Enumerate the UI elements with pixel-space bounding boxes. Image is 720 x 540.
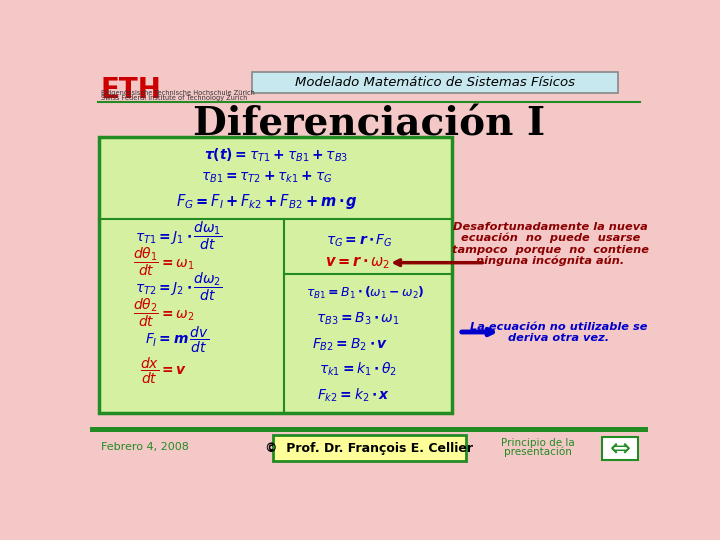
Text: ©  Prof. Dr. François E. Cellier: © Prof. Dr. François E. Cellier [265,442,473,455]
Text: $\boldsymbol{\tau_{k1} = k_1 \cdot \theta_2}$: $\boldsymbol{\tau_{k1} = k_1 \cdot \thet… [318,361,396,379]
Text: ecuación  no  puede  usarse: ecuación no puede usarse [461,233,640,244]
Text: deriva otra vez.: deriva otra vez. [508,333,609,343]
FancyBboxPatch shape [99,137,452,413]
Text: $\boldsymbol{\tau_{T1} = J_1 \cdot \dfrac{d\omega_1}{dt}}$: $\boldsymbol{\tau_{T1} = J_1 \cdot \dfra… [135,219,222,252]
Text: Eidgenössische Technische Hochschule Zürich: Eidgenössische Technische Hochschule Zür… [101,90,255,96]
Text: $\boldsymbol{\tau_{B1} = B_1 \cdot (\omega_1 - \omega_2)}$: $\boldsymbol{\tau_{B1} = B_1 \cdot (\ome… [306,285,425,301]
Text: Desafortunadamente la nueva: Desafortunadamente la nueva [453,221,648,232]
Text: $\boldsymbol{\tau_{B3} = B_3 \cdot \omega_1}$: $\boldsymbol{\tau_{B3} = B_3 \cdot \omeg… [315,310,399,327]
Text: $\boldsymbol{\tau_{B1} = \tau_{T2} + \tau_{k1} + \tau_G}$: $\boldsymbol{\tau_{B1} = \tau_{T2} + \ta… [201,170,333,185]
Text: La ecuación no utilizable se: La ecuación no utilizable se [470,322,647,332]
Text: $\boldsymbol{\dfrac{d\theta_2}{dt} = \omega_2}$: $\boldsymbol{\dfrac{d\theta_2}{dt} = \om… [133,296,194,329]
Text: $\boldsymbol{\tau(t) = \tau_{T1} + \tau_{B1} + \tau_{B3}}$: $\boldsymbol{\tau(t) = \tau_{T1} + \tau_… [204,147,348,164]
FancyBboxPatch shape [273,435,466,461]
Text: Modelado Matemático de Sistemas Físicos: Modelado Matemático de Sistemas Físicos [295,76,575,89]
Bar [90,427,648,432]
Text: presentación: presentación [504,447,572,457]
Text: Febrero 4, 2008: Febrero 4, 2008 [101,442,189,452]
Text: $\boldsymbol{F_G = F_I + F_{k2} + F_{B2} + m \cdot g}$: $\boldsymbol{F_G = F_I + F_{k2} + F_{B2}… [176,192,358,211]
Text: $\boldsymbol{\tau_{T2} = J_2 \cdot \dfrac{d\omega_2}{dt}}$: $\boldsymbol{\tau_{T2} = J_2 \cdot \dfra… [135,270,222,303]
Text: $\boldsymbol{\dfrac{d\theta_1}{dt} = \omega_1}$: $\boldsymbol{\dfrac{d\theta_1}{dt} = \om… [133,245,194,278]
Text: $\boldsymbol{\dfrac{dx}{dt} = v}$: $\boldsymbol{\dfrac{dx}{dt} = v}$ [140,355,187,386]
Text: $\boldsymbol{F_{B2} = B_2 \cdot v}$: $\boldsymbol{F_{B2} = B_2 \cdot v}$ [312,336,387,353]
Text: $\boldsymbol{v = r \cdot \omega_2}$: $\boldsymbol{v = r \cdot \omega_2}$ [325,254,390,271]
Text: $\boldsymbol{F_{k2} = k_2 \cdot x}$: $\boldsymbol{F_{k2} = k_2 \cdot x}$ [317,387,390,404]
FancyBboxPatch shape [252,72,618,92]
Text: $\boldsymbol{\tau_G = r \cdot F_G}$: $\boldsymbol{\tau_G = r \cdot F_G}$ [326,232,393,248]
Text: Principio de la: Principio de la [501,438,575,448]
Text: ETH: ETH [101,76,162,104]
FancyBboxPatch shape [602,437,638,460]
Text: ninguna incógnita aún.: ninguna incógnita aún. [476,256,624,266]
Text: ⇔: ⇔ [610,436,631,460]
Text: $\boldsymbol{F_I = m\, \dfrac{dv}{dt}}$: $\boldsymbol{F_I = m\, \dfrac{dv}{dt}}$ [145,325,209,355]
Text: Diferenciación I: Diferenciación I [193,106,545,144]
Text: tampoco  porque  no  contiene: tampoco porque no contiene [452,245,649,254]
Text: Swiss Federal Institute of Technology Zurich: Swiss Federal Institute of Technology Zu… [101,95,247,101]
